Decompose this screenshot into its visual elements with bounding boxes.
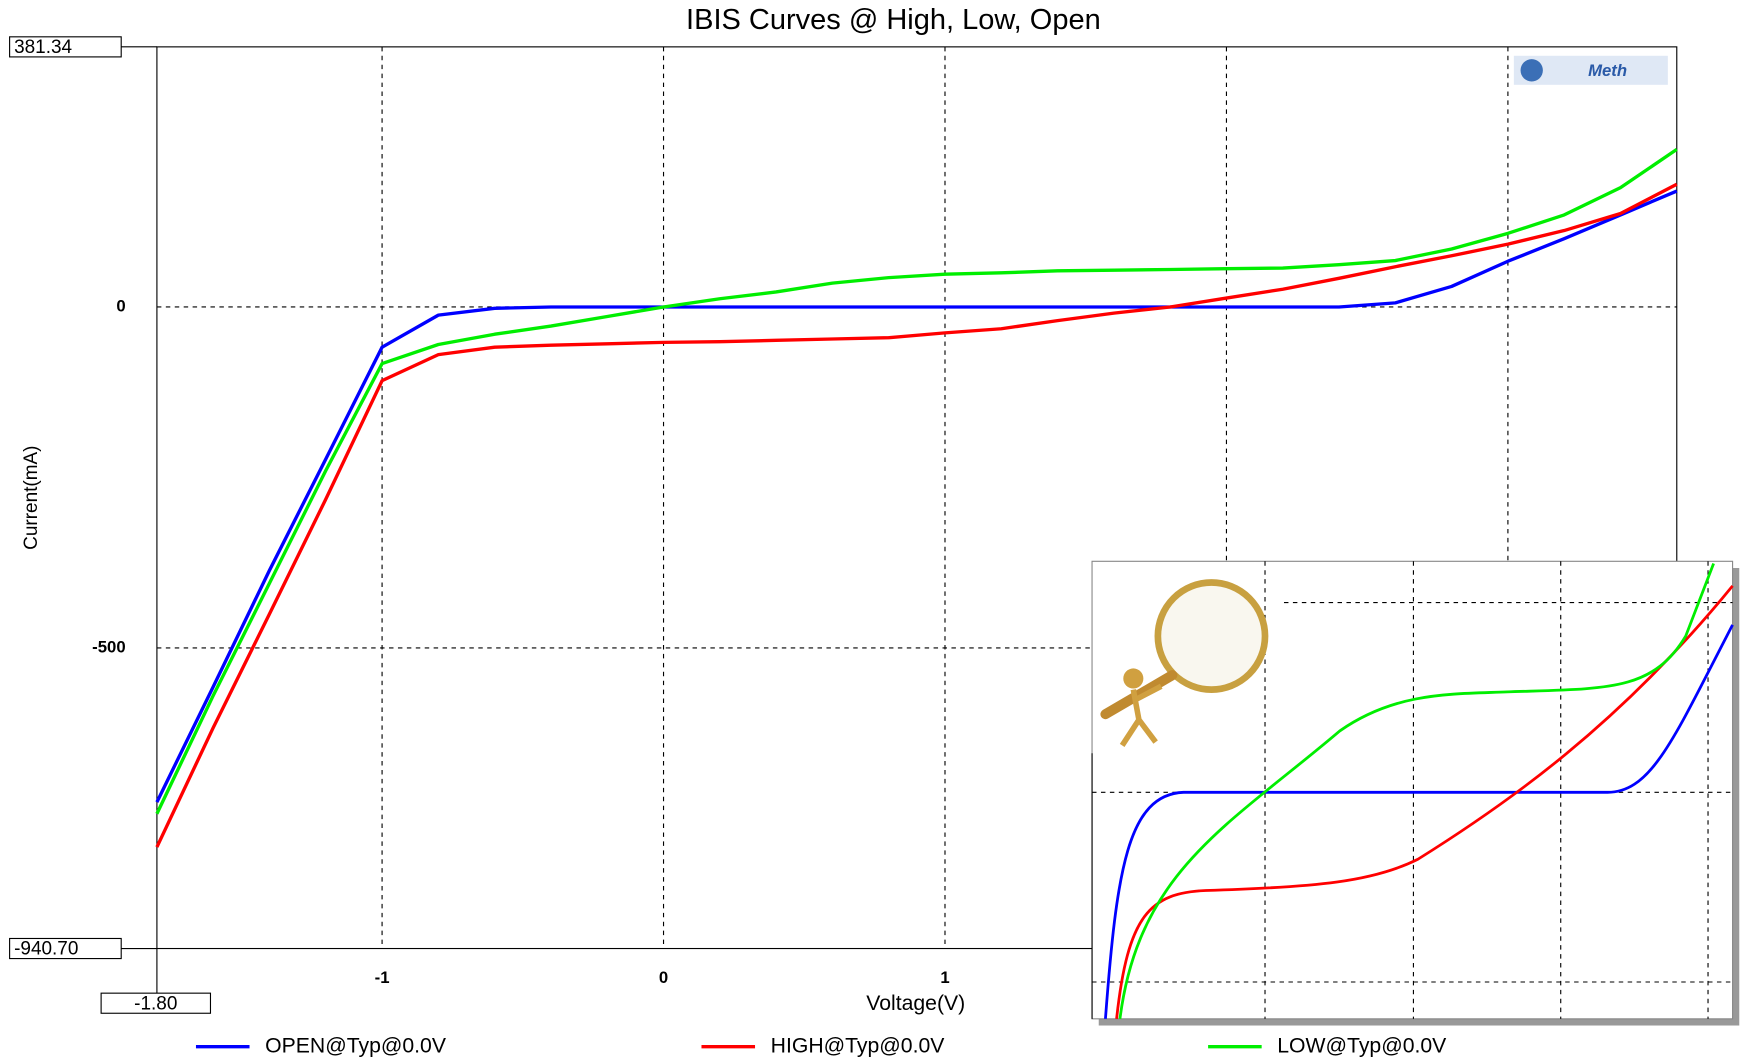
y-axis-label: Current(mA) <box>21 446 42 550</box>
y-boundary-box <box>9 36 122 58</box>
legend: OPEN@Typ@0.0V HIGH@Typ@0.0V LOW@Typ@0.0V <box>195 1034 1447 1057</box>
inset-open-curve <box>1104 624 1734 1019</box>
inset-low-curve <box>1118 563 1715 1020</box>
series-line <box>155 182 1678 848</box>
logo: Meth <box>1513 55 1668 85</box>
plot-frame <box>156 46 1678 950</box>
legend-label: OPEN@Typ@0.0V <box>265 1034 447 1057</box>
legend-label: LOW@Typ@0.0V <box>1277 1034 1447 1057</box>
lens <box>1154 579 1269 693</box>
magnifier-icon <box>1100 579 1269 747</box>
x-tick-label: -1.80 <box>134 993 177 1014</box>
logo-text: Meth <box>1588 61 1627 80</box>
zoom-inset <box>1091 560 1740 1026</box>
y-tick-label: 381.34 <box>14 37 72 58</box>
handle <box>1100 670 1178 720</box>
chart-title: IBIS Curves @ High, Low, Open <box>686 4 1101 36</box>
x-tick-label: 0 <box>659 968 668 987</box>
logo-icon <box>1520 59 1543 82</box>
x-axis-label: Voltage(V) <box>866 992 965 1015</box>
x-tick-label: -1 <box>375 968 390 987</box>
x-boundary-box <box>100 992 212 1014</box>
figure-body <box>1119 683 1163 747</box>
series-line <box>155 148 1678 815</box>
legend-label: HIGH@Typ@0.0V <box>771 1034 946 1057</box>
x-tick-label: 1 <box>940 968 949 987</box>
inset-high-curve <box>1115 584 1734 1019</box>
y-tick-label: 0 <box>116 296 125 315</box>
series-line <box>155 189 1678 803</box>
figure-head <box>1123 668 1144 689</box>
inset-grid <box>1092 561 1733 1019</box>
y-boundary-box <box>9 937 122 960</box>
y-tick-label: -500 <box>92 637 125 656</box>
y-tick-label: -940.70 <box>14 939 78 960</box>
